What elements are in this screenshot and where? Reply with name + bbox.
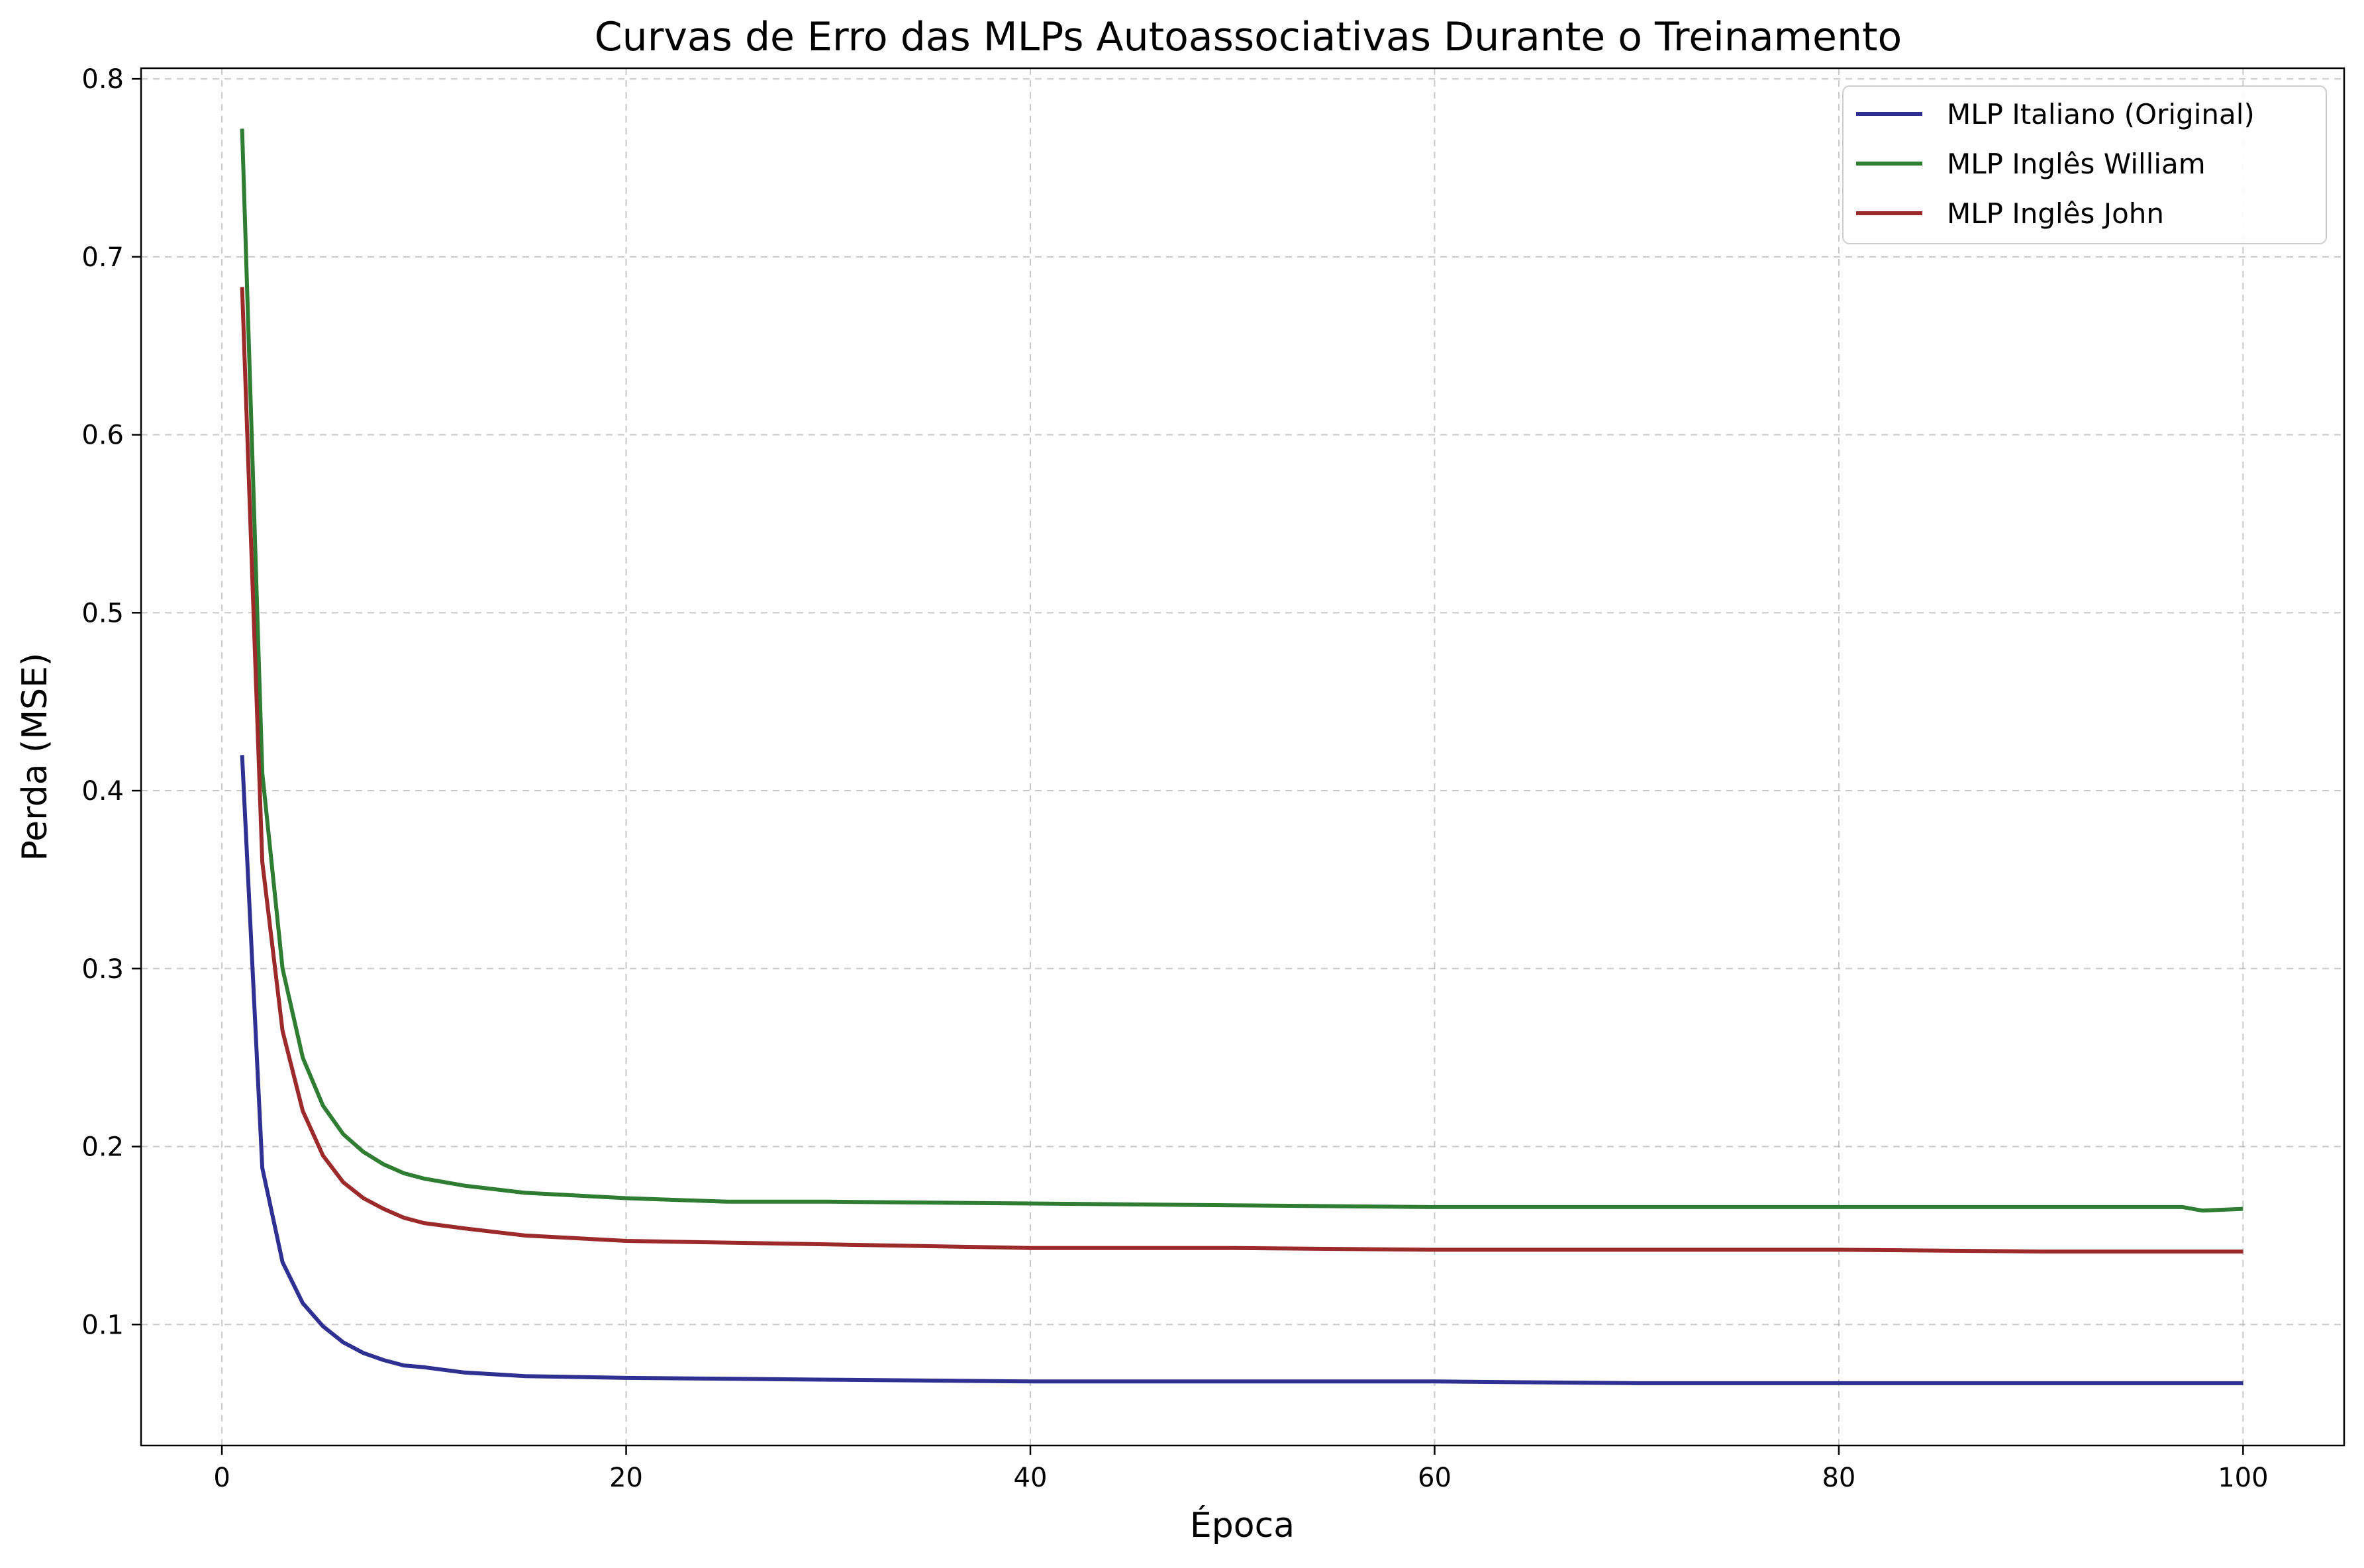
legend-label: MLP Inglês William: [1947, 148, 2206, 180]
y-tick-label: 0.8: [81, 64, 124, 95]
y-axis-label: Perda (MSE): [15, 653, 55, 861]
series-line-2: [240, 128, 2243, 1213]
y-tick-label: 0.3: [81, 954, 124, 985]
y-tick-label: 0.2: [81, 1132, 124, 1163]
y-tick-label: 0.6: [81, 420, 124, 451]
chart-title: Curvas de Erro das MLPs Autoassociativas…: [595, 14, 1902, 60]
x-tick-label: 20: [609, 1463, 643, 1493]
legend-label: MLP Italiano (Original): [1947, 98, 2255, 130]
series-line-3: [240, 287, 2243, 1254]
axis-ticks: 0 20 40 60 80 100 0.1 0.2 0.3 0.4 0.5 0.6 0.7 0.8: [81, 64, 2268, 1493]
series-line-1: [240, 755, 2243, 1385]
legend: MLP Italiano (Original) MLP Inglês Willia…: [1842, 85, 2327, 244]
y-tick-label: 0.1: [81, 1310, 124, 1340]
grid: [141, 68, 2344, 1446]
x-axis-label: Época: [1190, 1505, 1295, 1545]
legend-label: MLP Inglês John: [1947, 197, 2164, 230]
y-tick-label: 0.4: [81, 776, 124, 807]
x-tick-label: 0: [213, 1463, 230, 1493]
y-tick-label: 0.5: [81, 598, 124, 628]
x-tick-label: 40: [1014, 1463, 1048, 1493]
x-tick-label: 80: [1822, 1463, 1855, 1493]
x-tick-label: 60: [1418, 1463, 1452, 1493]
series-lines: [240, 128, 2243, 1385]
y-tick-label: 0.7: [81, 242, 124, 273]
x-tick-label: 100: [2218, 1463, 2268, 1493]
plot-frame: [140, 67, 2345, 1447]
legend-box: [1842, 85, 2327, 244]
